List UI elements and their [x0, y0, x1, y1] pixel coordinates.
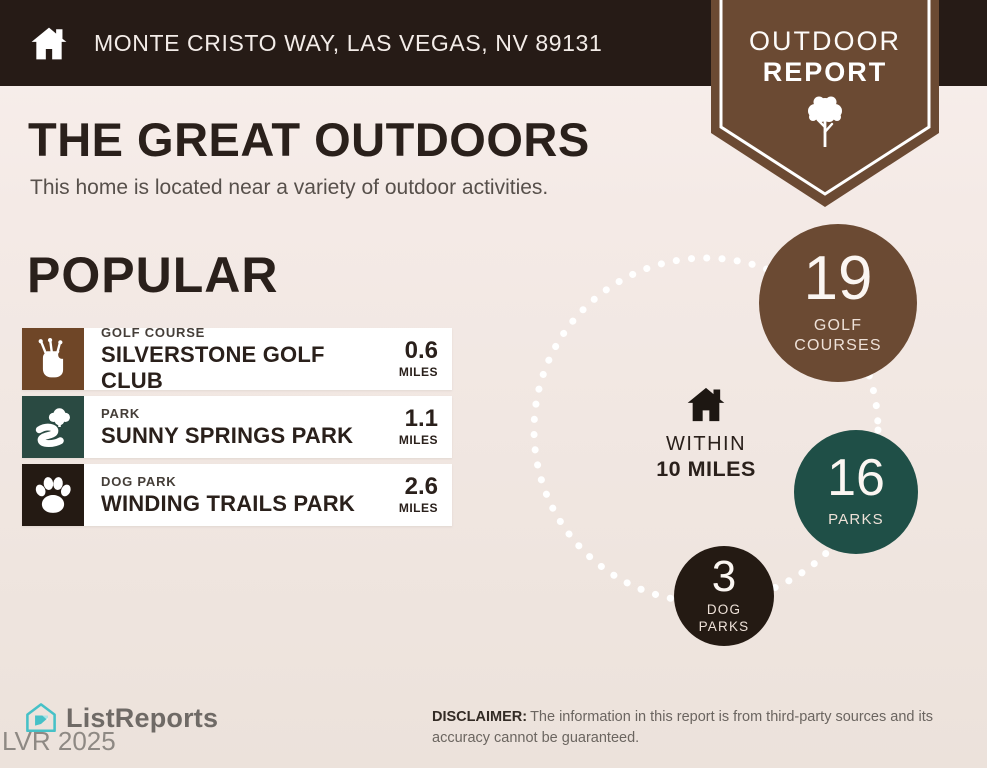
item-category: GOLF COURSE: [101, 324, 206, 340]
popular-heading: POPULAR: [27, 247, 279, 303]
property-address: MONTE CRISTO WAY, LAS VEGAS, NV 89131: [94, 29, 603, 56]
item-distance: 2.6: [404, 473, 438, 500]
page-title: THE GREAT OUTDOORS: [28, 113, 590, 166]
radius-center-label: WITHIN 10 MILES: [616, 386, 796, 482]
popular-item-dog-park: DOG PARK WINDING TRAILS PARK 2.6 MILES: [22, 464, 452, 526]
home-icon-center: [687, 387, 725, 422]
item-name: SUNNY SPRINGS PARK: [101, 422, 354, 448]
within-label: WITHIN: [665, 433, 747, 455]
popular-list: GOLF COURSE SILVERSTONE GOLF CLUB 0.6 MI…: [22, 324, 452, 532]
outdoor-report-ribbon: OUTDOOR REPORT: [711, 0, 939, 208]
popular-item-golf-course: GOLF COURSE SILVERSTONE GOLF CLUB 0.6 MI…: [22, 324, 452, 393]
stat-bubble-dog-parks: 3 DOG PARKS: [674, 546, 774, 646]
golf-courses-count: 19: [803, 244, 873, 314]
dog-parks-count: 3: [711, 552, 737, 602]
radius-dotted-circle: [530, 254, 882, 606]
item-distance-unit: MILES: [398, 433, 438, 447]
disclaimer: DISCLAIMER: The information in this repor…: [432, 707, 960, 748]
ribbon-title-line2: REPORT: [762, 57, 888, 87]
page-subtitle: This home is located near a variety of o…: [30, 176, 549, 199]
within-distance: 10 MILES: [656, 457, 756, 481]
item-distance-unit: MILES: [398, 365, 438, 379]
item-name: SILVERSTONE GOLF CLUB: [101, 341, 325, 393]
popular-item-park: PARK SUNNY SPRINGS PARK 1.1 MILES: [22, 396, 452, 458]
tree-icon: [808, 96, 842, 147]
listreports-logo-icon: [26, 703, 56, 733]
item-category: PARK: [101, 405, 141, 421]
item-name: WINDING TRAILS PARK: [101, 490, 355, 516]
listreports-logo: ListReports: [24, 701, 218, 735]
parks-label: PARKS: [828, 510, 884, 528]
item-distance: 1.1: [404, 405, 438, 432]
brand-name: ListReports: [66, 702, 219, 733]
disclaimer-text: The information in this report is from t…: [432, 709, 933, 746]
item-distance: 0.6: [404, 337, 438, 364]
watermark: LVR 2025: [2, 726, 116, 756]
golf-bag-icon: [22, 328, 84, 390]
park-path-icon: [22, 396, 84, 458]
parks-count: 16: [827, 449, 885, 508]
item-distance-unit: MILES: [398, 501, 438, 515]
ribbon-title-line1: OUTDOOR: [749, 26, 901, 56]
dog-parks-label: DOG PARKS: [698, 602, 750, 634]
home-icon: [31, 27, 67, 59]
golf-courses-label: GOLF COURSES: [794, 316, 882, 354]
stat-bubble-parks: 16 PARKS: [794, 430, 918, 554]
disclaimer-label: DISCLAIMER:: [432, 709, 528, 725]
stat-bubble-golf-courses: 19 GOLF COURSES: [759, 224, 917, 382]
paw-icon: [22, 464, 84, 526]
item-category: DOG PARK: [101, 473, 177, 489]
